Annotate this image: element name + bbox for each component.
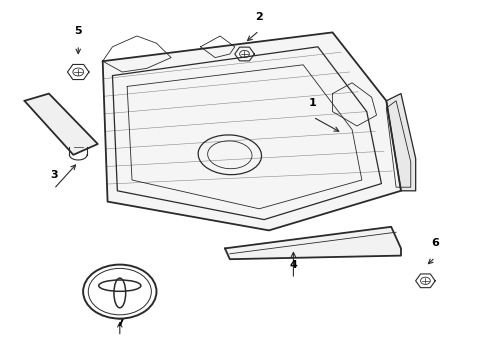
Polygon shape [386,94,415,191]
Text: 3: 3 [50,170,58,180]
Polygon shape [102,32,400,230]
Text: 4: 4 [289,260,297,270]
Polygon shape [224,227,400,259]
Text: 2: 2 [255,12,263,22]
Text: 7: 7 [116,318,123,328]
Polygon shape [24,94,98,155]
Text: 5: 5 [74,26,82,36]
Text: 6: 6 [430,238,438,248]
Text: 1: 1 [308,98,316,108]
